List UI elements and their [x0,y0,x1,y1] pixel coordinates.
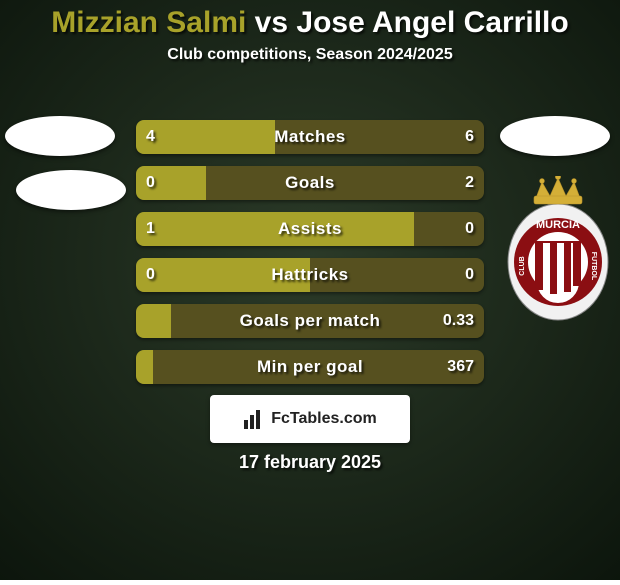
player1-avatar-2 [16,170,126,210]
stat-label: Goals per match [136,304,484,338]
subtitle: Club competitions, Season 2024/2025 [0,46,620,64]
stats-bars: Matches46Goals02Assists10Hattricks00Goal… [136,120,484,396]
stat-row: Min per goal367 [136,350,484,384]
svg-text:MURCIA: MURCIA [536,219,580,231]
stat-value-right: 0 [455,212,484,246]
stat-row: Hattricks0 0 [136,258,484,292]
fctables-logo: FcTables.com [210,395,410,443]
date-text: 17 february 2025 [0,452,620,473]
stat-value-left: 4 [136,120,165,154]
stat-value-right: 0.33 [433,304,484,338]
stat-value-right: 2 [455,166,484,200]
svg-text:FUTBOL: FUTBOL [590,252,597,281]
stat-row: Goals0 2 [136,166,484,200]
page-title: Mizzian Salmi vs Jose Angel Carrillo [0,0,620,40]
svg-text:CLUB: CLUB [519,256,526,275]
stat-label: Assists [136,212,484,246]
stat-value-left: 0 [136,166,165,200]
title-player2: Jose Angel Carrillo [296,6,568,39]
club-crest-murcia: MURCIA CLUB FUTBOL [506,176,610,326]
player1-avatar-1 [5,116,115,156]
title-player1: Mizzian Salmi [51,6,246,39]
stat-value-left: 0 [136,258,165,292]
player2-avatar [500,116,610,156]
bars-icon [243,408,265,430]
title-vs: vs [246,6,296,39]
stat-value-right: 367 [437,350,484,384]
stat-row: Matches4 6 [136,120,484,154]
stat-value-right: 0 [455,258,484,292]
stat-label: Min per goal [136,350,484,384]
stat-row: Goals per match0.33 [136,304,484,338]
stat-label: Matches [136,120,484,154]
stat-value-left [136,304,156,338]
stat-row: Assists1 0 [136,212,484,246]
stat-label: Hattricks [136,258,484,292]
stat-label: Goals [136,166,484,200]
stat-value-left [136,350,156,384]
stat-value-right: 6 [455,120,484,154]
fctables-text: FcTables.com [271,410,377,428]
stat-value-left: 1 [136,212,165,246]
